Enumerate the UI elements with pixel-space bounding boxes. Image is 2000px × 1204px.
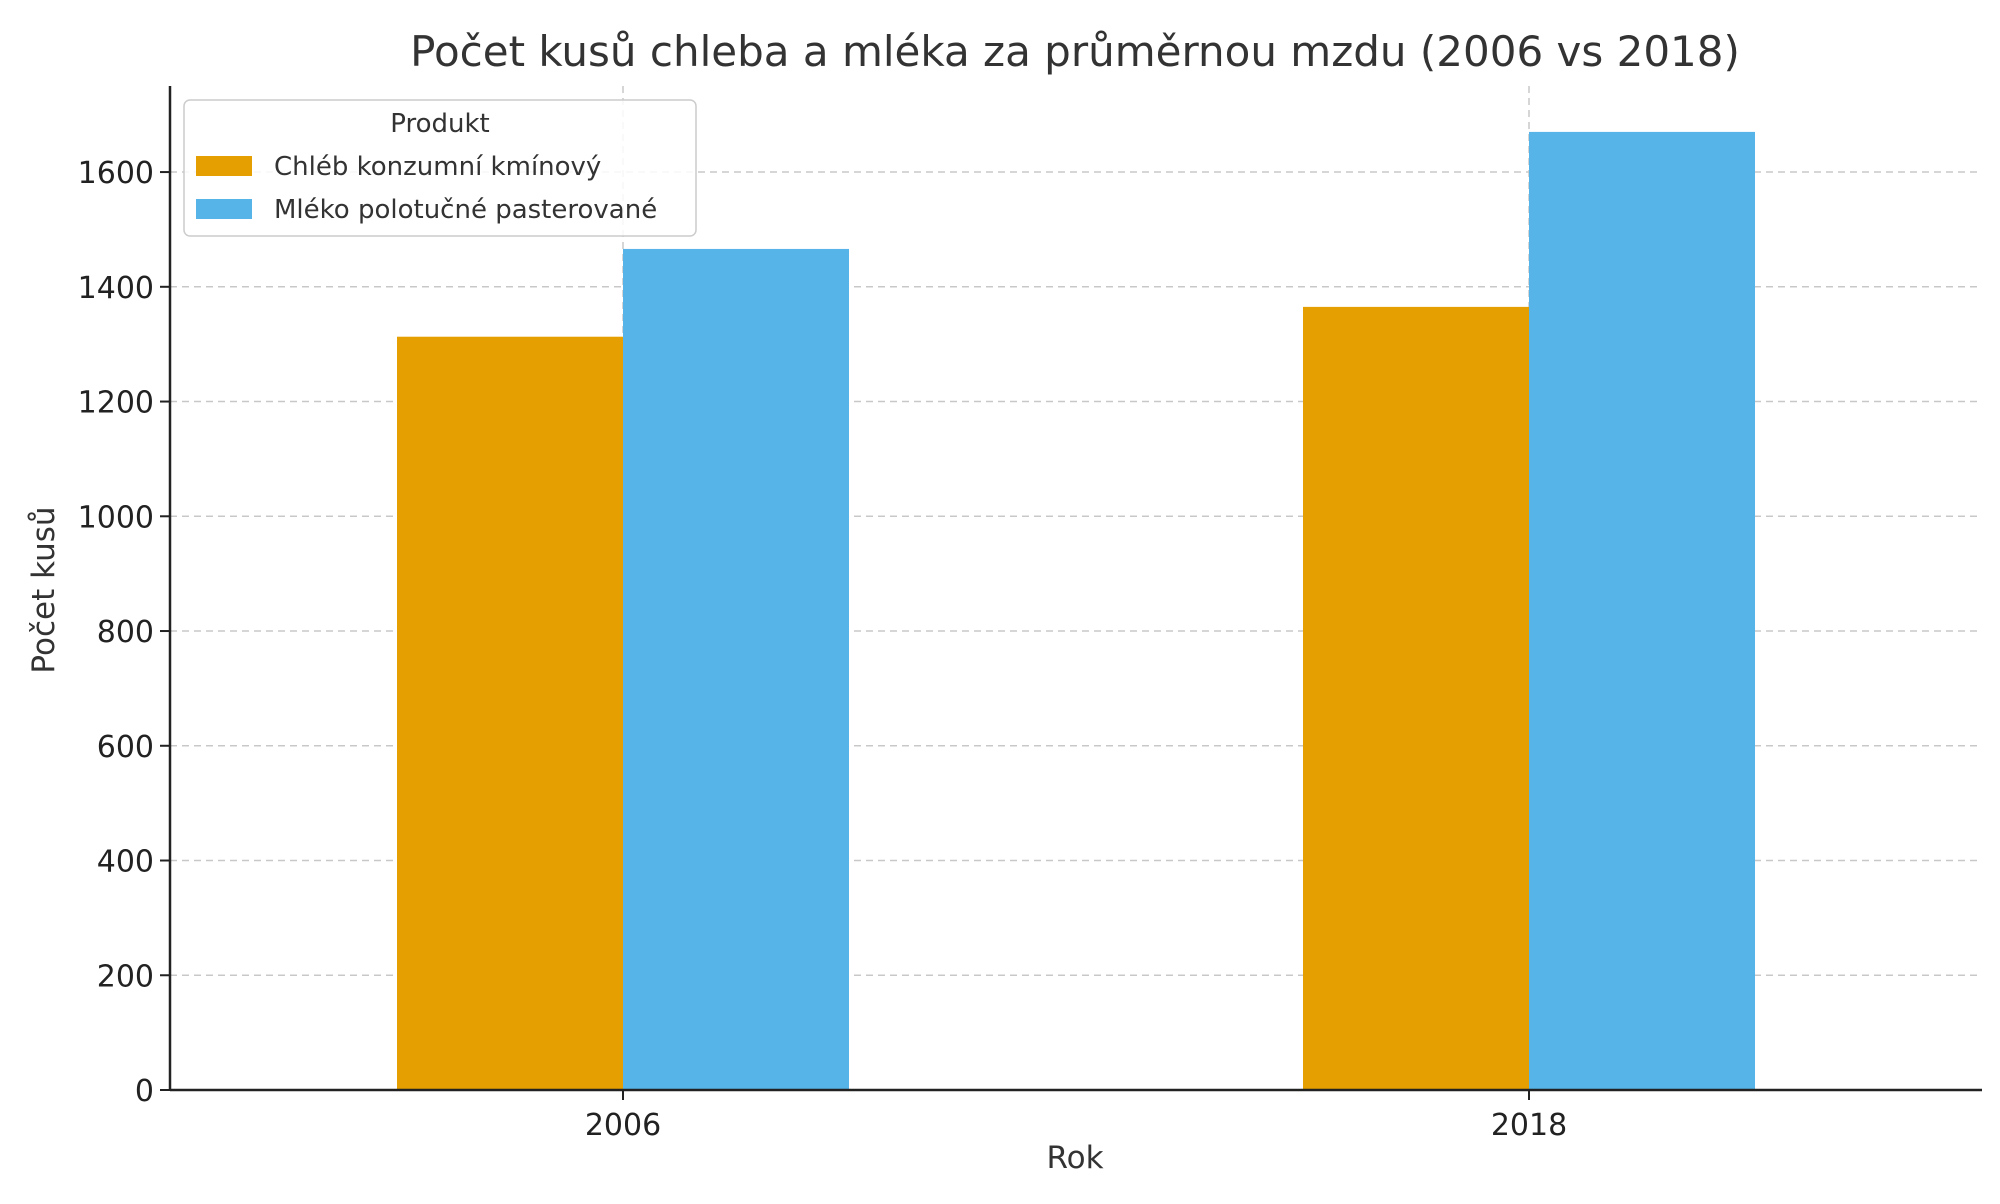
chart-title: Počet kusů chleba a mléka za průměrnou m… <box>410 27 1740 76</box>
y-tick-label: 600 <box>97 730 154 765</box>
legend-swatch-milk <box>196 199 252 219</box>
legend: Produkt Chléb konzumní kmínový Mléko pol… <box>183 99 697 237</box>
x-tick-label: 2018 <box>1491 1108 1567 1143</box>
y-tick-label: 200 <box>97 959 154 994</box>
y-tick-label: 1400 <box>78 271 154 306</box>
y-tick-label: 0 <box>135 1074 154 1109</box>
y-tick-label: 1000 <box>78 500 154 535</box>
legend-label-bread: Chléb konzumní kmínový <box>274 152 601 182</box>
bar-milk-2018 <box>1529 131 1755 1090</box>
tick-labels: 0 200 400 600 800 1000 1200 1400 1600 2006 2018 <box>78 156 1568 1143</box>
x-axis-label: Rok <box>1046 1140 1103 1176</box>
legend-title: Produkt <box>390 109 489 139</box>
bar-milk-2006 <box>623 248 849 1090</box>
axes <box>160 86 1982 1100</box>
y-tick-label: 400 <box>97 845 154 880</box>
bars <box>397 131 1755 1090</box>
y-tick-label: 1200 <box>78 386 154 421</box>
y-tick-label: 1600 <box>78 156 154 191</box>
y-axis-label: Počet kusů <box>26 506 62 673</box>
bar-bread-2018 <box>1303 306 1529 1090</box>
legend-swatch-bread <box>196 156 252 176</box>
y-tick-label: 800 <box>97 615 154 650</box>
x-tick-label: 2006 <box>585 1108 661 1143</box>
legend-frame <box>183 99 697 237</box>
bar-bread-2006 <box>397 336 623 1090</box>
legend-label-milk: Mléko polotučné pasterované <box>274 195 657 225</box>
